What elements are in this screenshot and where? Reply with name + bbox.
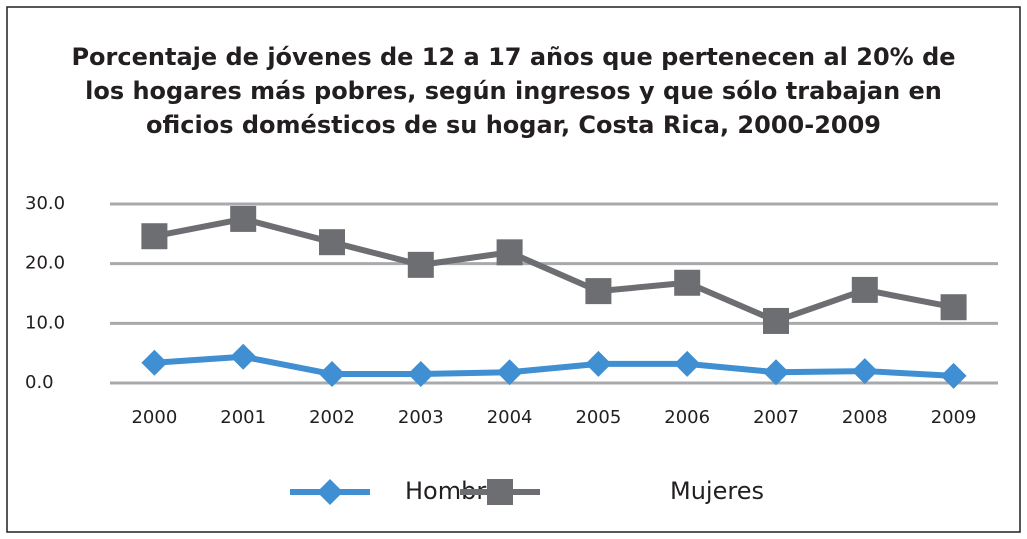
- series-line: [154, 353, 954, 379]
- marker: [585, 350, 612, 377]
- x-tick-label: 2009: [931, 407, 977, 428]
- chart-frame: [6, 6, 1021, 533]
- marker: [407, 251, 434, 278]
- marker: [674, 269, 701, 296]
- legend-marker: [317, 479, 343, 505]
- y-tick-label: 0.0: [25, 372, 54, 393]
- marker: [230, 343, 257, 370]
- x-tick-label: 2007: [753, 407, 799, 428]
- series-line: [153, 215, 955, 324]
- x-tick-label: 2008: [842, 407, 888, 428]
- x-tick-label: 2004: [487, 407, 533, 428]
- marker: [763, 307, 789, 334]
- marker: [141, 349, 168, 376]
- marker: [496, 359, 523, 386]
- chart-title: Porcentaje de jóvenes de 12 a 17 años qu…: [71, 43, 956, 139]
- marker: [230, 205, 257, 232]
- marker: [141, 223, 168, 250]
- x-tick-label: 2006: [664, 407, 710, 428]
- y-tick-label: 20.0: [25, 253, 65, 274]
- x-tick-label: 2000: [131, 407, 177, 428]
- marker: [407, 361, 434, 388]
- marker: [851, 358, 878, 385]
- x-tick-label: 2003: [398, 407, 444, 428]
- marker: [763, 359, 789, 386]
- marker: [496, 239, 523, 266]
- x-tick-label: 2002: [309, 407, 355, 428]
- y-tick-label: 10.0: [25, 312, 65, 333]
- marker: [940, 362, 967, 389]
- y-tick-label: 30.0: [25, 193, 65, 214]
- marker: [319, 361, 345, 388]
- legend-marker: [487, 479, 513, 505]
- marker: [585, 278, 612, 305]
- marker: [940, 294, 967, 321]
- marker: [674, 350, 701, 377]
- marker: [851, 276, 878, 303]
- x-tick-label: 2005: [575, 407, 621, 428]
- x-tick-label: 2001: [220, 407, 266, 428]
- legend-label: Mujeres: [670, 477, 764, 505]
- marker: [319, 229, 345, 256]
